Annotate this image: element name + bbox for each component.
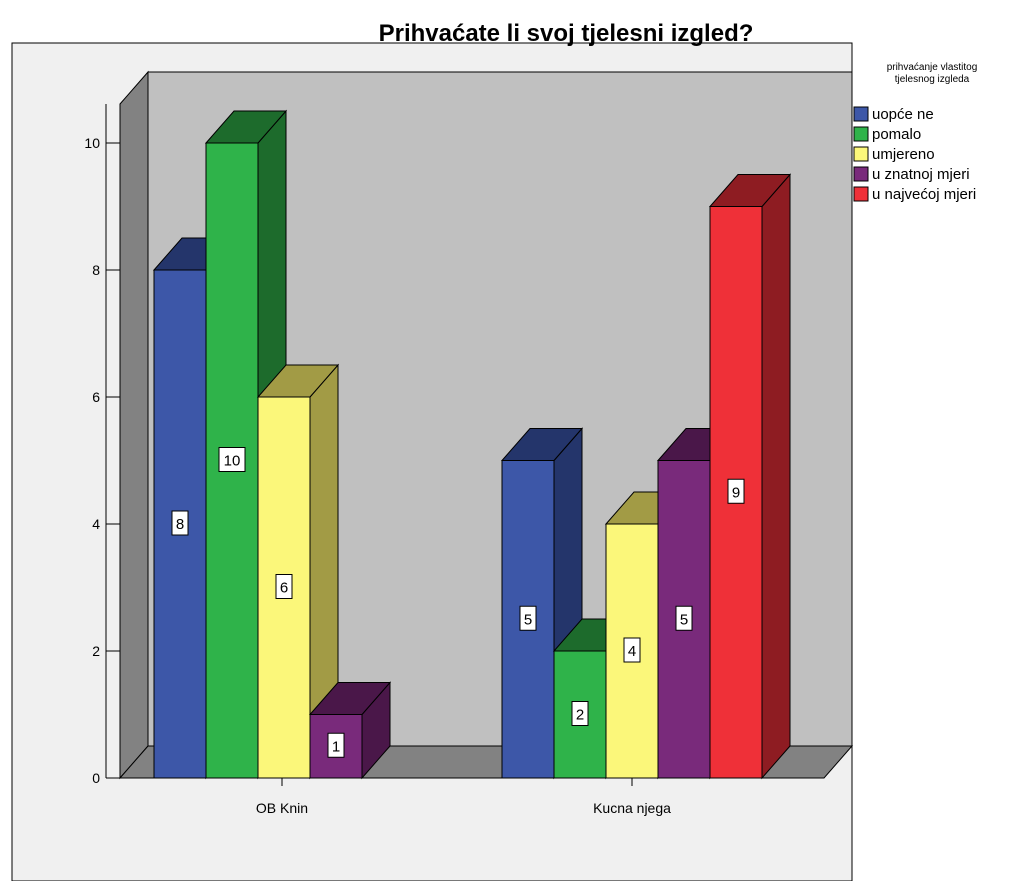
x-tick-label: OB Knin — [256, 800, 308, 816]
legend-swatch — [853, 146, 869, 162]
bar: 9 — [708, 173, 792, 780]
data-label: 10 — [224, 453, 241, 470]
chart-title: Prihvaćate li svoj tjelesni izgled? — [379, 20, 754, 47]
data-label: 5 — [680, 611, 688, 628]
data-label-box — [327, 732, 345, 758]
data-label: 4 — [628, 643, 636, 660]
data-label-box — [623, 637, 641, 663]
data-label: 2 — [576, 707, 584, 724]
legend-swatch — [853, 186, 869, 202]
y-tick-label: 0 — [92, 770, 100, 786]
legend-label: pomalo — [872, 126, 921, 143]
data-label-box — [171, 510, 189, 536]
y-tick-label: 8 — [92, 262, 100, 278]
legend-label: uopće ne — [872, 106, 934, 123]
bars: 8 10 6 1 5 2 4 5 9 — [152, 109, 792, 780]
bar: 6 — [256, 363, 340, 780]
bar-side — [761, 173, 791, 780]
x-axis: OB Knin Kucna njega — [256, 778, 671, 816]
data-label: 9 — [732, 484, 740, 501]
data-label-box — [519, 605, 537, 631]
legend-label: umjereno — [872, 146, 935, 163]
data-label: 6 — [280, 580, 288, 597]
data-label-box — [218, 447, 246, 472]
y-tick-label: 4 — [92, 516, 100, 532]
legend-swatch — [853, 126, 869, 142]
data-label-box — [275, 574, 293, 599]
y-axis: 0 2 4 6 8 10 — [84, 135, 120, 786]
legend-title-line-2: tjelesnog izgleda — [895, 74, 970, 85]
data-label-box — [727, 478, 745, 504]
bar: 1 — [308, 681, 392, 780]
data-label: 5 — [524, 611, 532, 628]
legend-swatch — [853, 166, 869, 182]
data-label: 8 — [176, 516, 184, 533]
legend-label: u najvećoj mjeri — [872, 186, 976, 203]
legend-label: u znatnoj mjeri — [872, 166, 970, 183]
y-tick-label: 6 — [92, 389, 100, 405]
y-tick-label: 10 — [84, 135, 100, 151]
x-tick-label: Kucna njega — [593, 800, 671, 816]
legend-swatch — [853, 106, 869, 122]
legend: prihvaćanje vlastitog tjelesnog izgleda … — [853, 62, 978, 203]
legend-title-line-1: prihvaćanje vlastitog — [887, 62, 978, 73]
y-tick-label: 2 — [92, 643, 100, 659]
side-wall — [119, 70, 149, 780]
data-label-box — [675, 605, 693, 631]
data-label: 1 — [332, 738, 340, 755]
data-label-box — [571, 701, 589, 726]
legend-items: uopće ne pomalo umjereno u znatnoj mjeri u n… — [853, 106, 976, 203]
